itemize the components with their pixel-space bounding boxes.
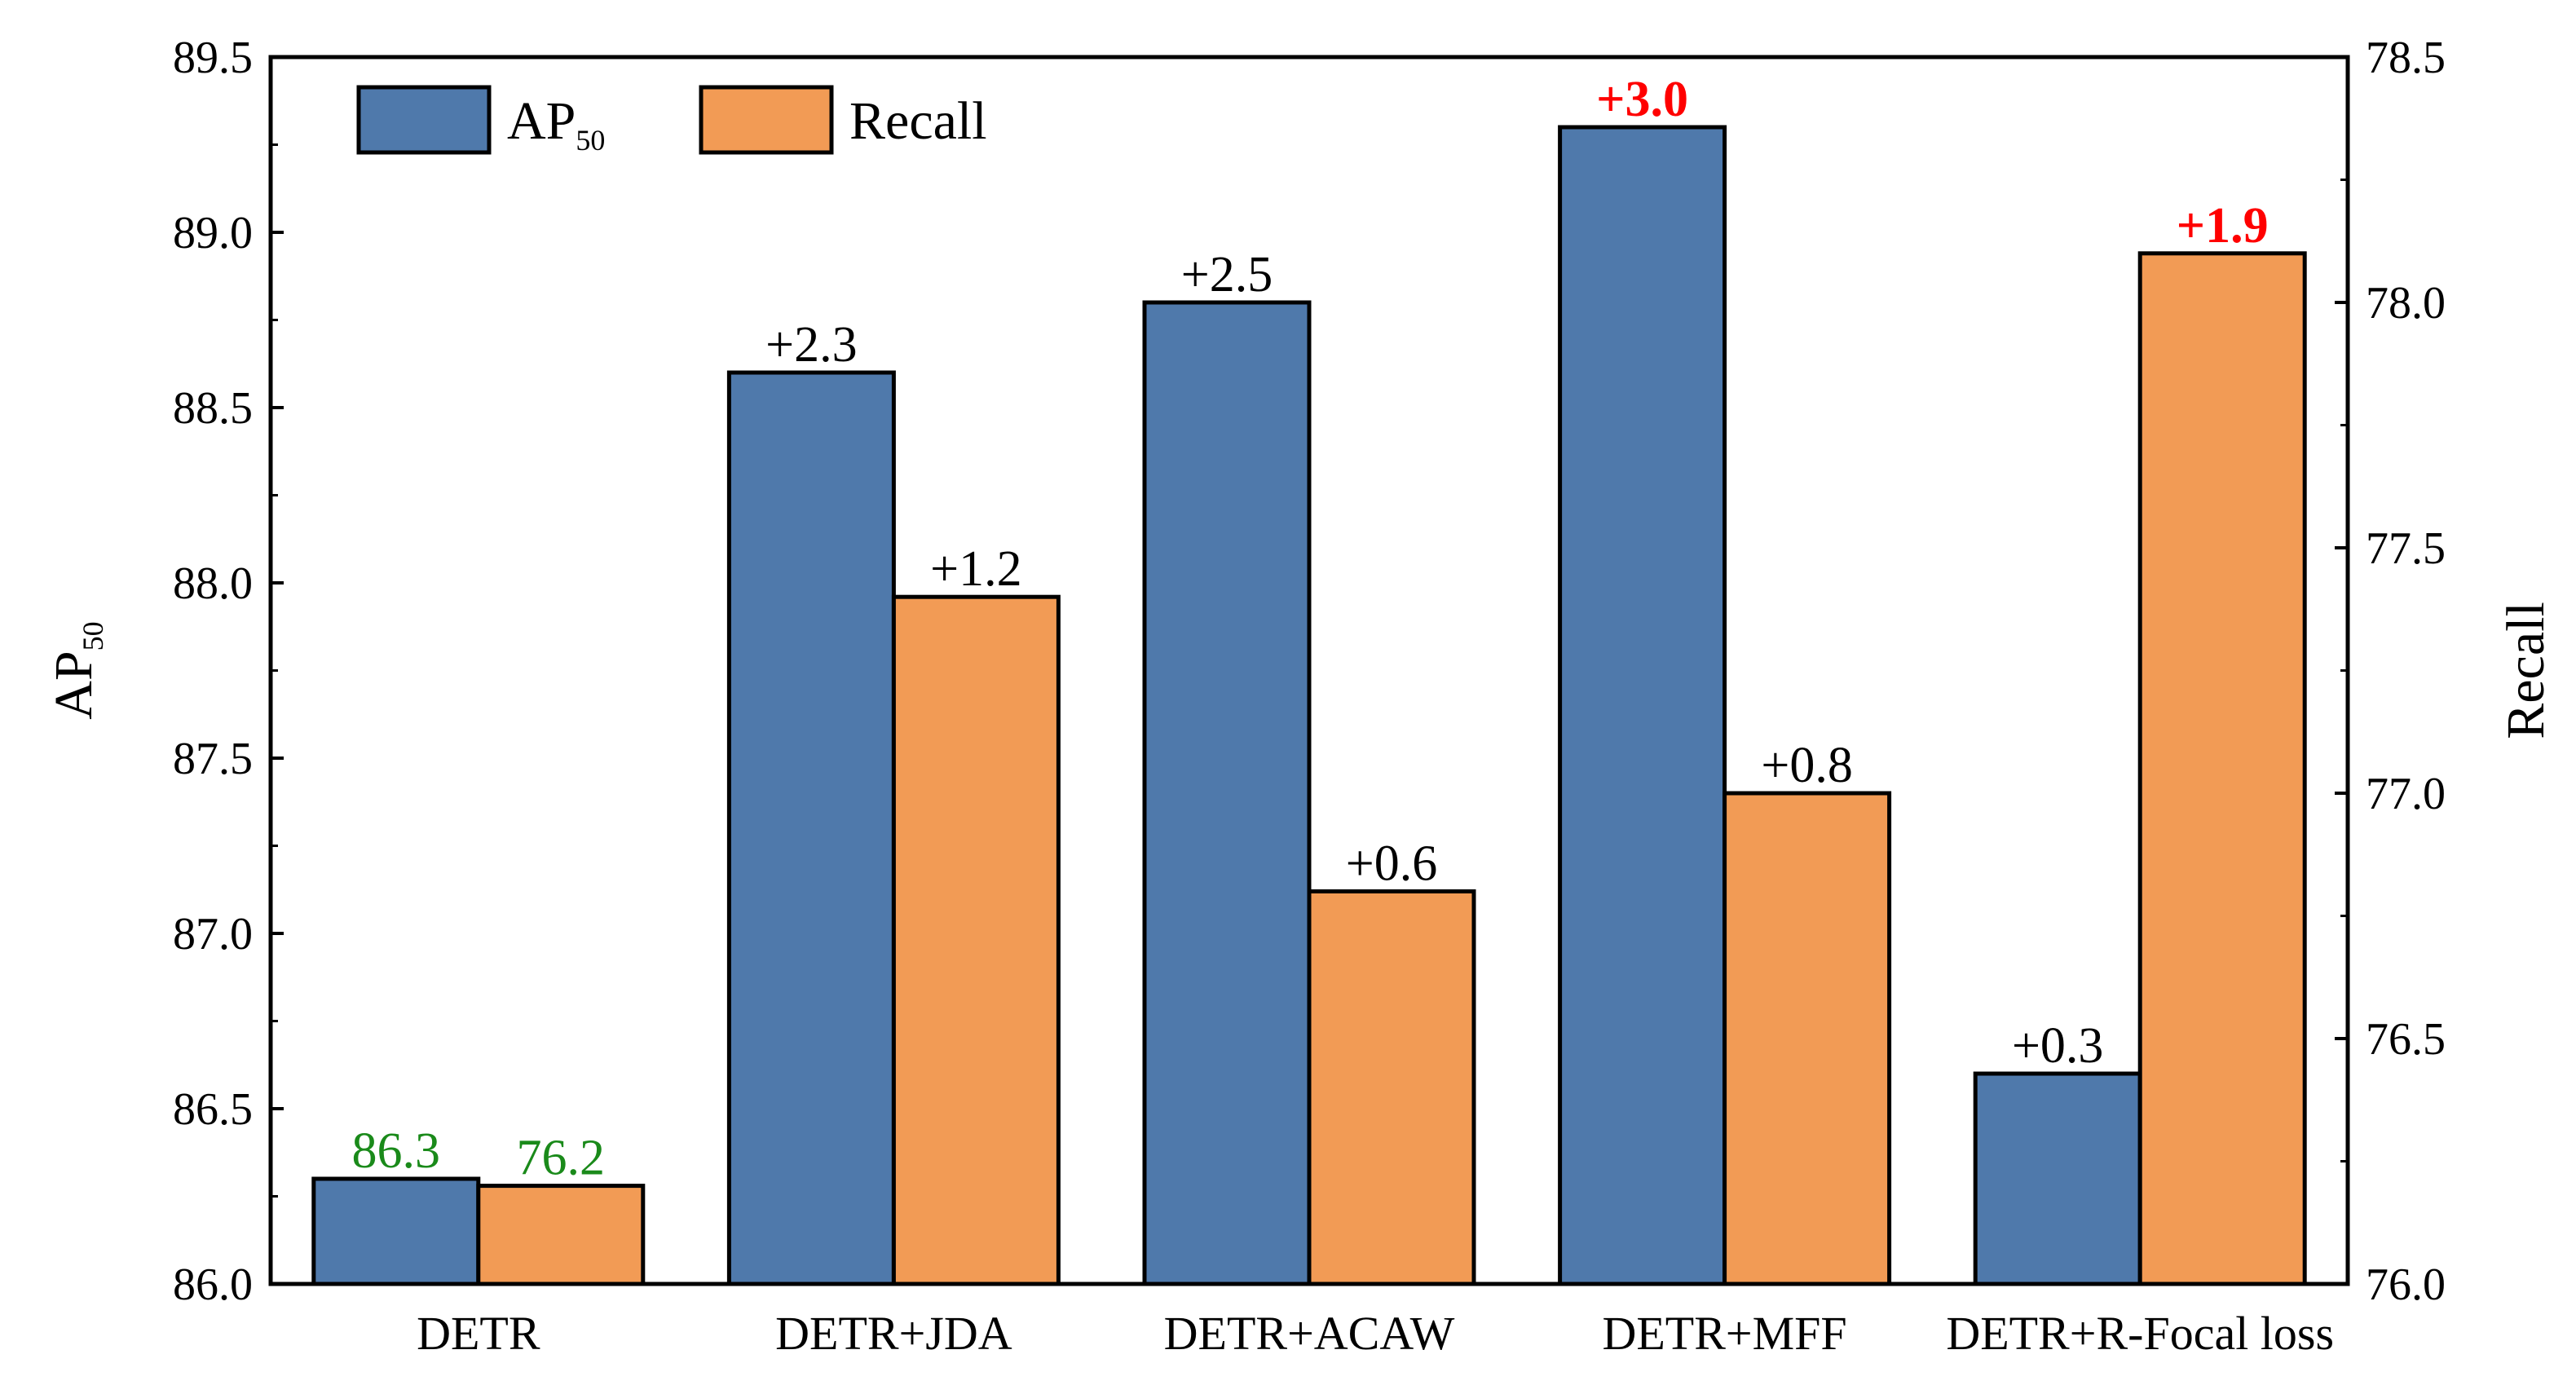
data-label-ap50-3: +3.0	[1596, 72, 1688, 127]
y-left-tick-label-7: 89.5	[173, 33, 253, 83]
x-tick-label-4: DETR+R-Focal loss	[1946, 1307, 2334, 1360]
bar-ap50-0	[311, 1176, 481, 1286]
bars-layer	[311, 125, 2307, 1286]
data-label-recall-0: 76.2	[517, 1131, 606, 1186]
y-left-tick-label-4: 88.0	[173, 558, 253, 609]
legend-label-0: AP50	[507, 91, 605, 157]
y-right-tick-label-1: 76.5	[2366, 1014, 2446, 1065]
bar-recall-0	[476, 1184, 646, 1286]
y-left-axis-title: AP50	[44, 621, 109, 719]
bar-ap50-4	[1973, 1071, 2142, 1286]
legend-swatch-1	[699, 85, 834, 155]
data-label-ap50-2: +2.5	[1181, 247, 1273, 302]
bar-labels-layer: 86.3 76.2 +2.3 +1.2 +2.5 +0.6 +3.0 +0.8 +0.3 +1.9	[352, 72, 2269, 1186]
data-label-ap50-1: +2.3	[765, 317, 857, 373]
y-left-tick-label-0: 86.0	[173, 1259, 253, 1310]
legend-swatch-0	[356, 85, 492, 155]
y-right-tick-label-3: 77.5	[2366, 523, 2446, 574]
y-left-tick-label-2: 87.0	[173, 909, 253, 959]
axes-layer: DETR DETR+JDA DETR+ACAW DETR+MFF DETR+R-Foca…	[173, 33, 2446, 1360]
axis-titles: AP50 Recall	[44, 602, 2556, 739]
y-right-tick-label-0: 76.0	[2366, 1259, 2446, 1310]
data-label-recall-2: +0.6	[1346, 836, 1437, 891]
y-left-tick-label-5: 88.5	[173, 383, 253, 434]
y-left-tick-label-3: 87.5	[173, 734, 253, 784]
y-left-tick-label-6: 89.0	[173, 208, 253, 258]
bar-ap50-3	[1558, 125, 1727, 1286]
bar-recall-1	[891, 594, 1061, 1286]
x-tick-label-2: DETR+ACAW	[1164, 1307, 1455, 1360]
bar-recall-4	[2137, 251, 2307, 1286]
bar-ap50-1	[726, 370, 896, 1286]
bar-ap50-2	[1142, 300, 1312, 1286]
y-right-tick-label-4: 78.0	[2366, 278, 2446, 329]
data-label-recall-3: +0.8	[1761, 738, 1852, 793]
data-label-recall-4: +1.9	[2177, 198, 2269, 254]
y-right-tick-label-5: 78.5	[2366, 33, 2446, 83]
data-label-recall-1: +1.2	[930, 541, 1021, 597]
x-tick-label-3: DETR+MFF	[1602, 1307, 1846, 1360]
x-tick-label-0: DETR	[417, 1307, 540, 1360]
y-right-tick-label-2: 77.0	[2366, 769, 2446, 819]
data-label-ap50-0: 86.3	[352, 1123, 441, 1179]
legend: AP50 Recall	[356, 85, 987, 157]
bar-recall-2	[1307, 889, 1476, 1286]
y-right-axis-title: Recall	[2496, 602, 2556, 739]
x-tick-label-1: DETR+JDA	[775, 1307, 1012, 1360]
y-left-tick-label-1: 86.5	[173, 1084, 253, 1135]
legend-label-1: Recall	[849, 91, 987, 151]
data-label-ap50-4: +0.3	[2012, 1018, 2103, 1074]
bar-recall-3	[1722, 791, 1892, 1286]
